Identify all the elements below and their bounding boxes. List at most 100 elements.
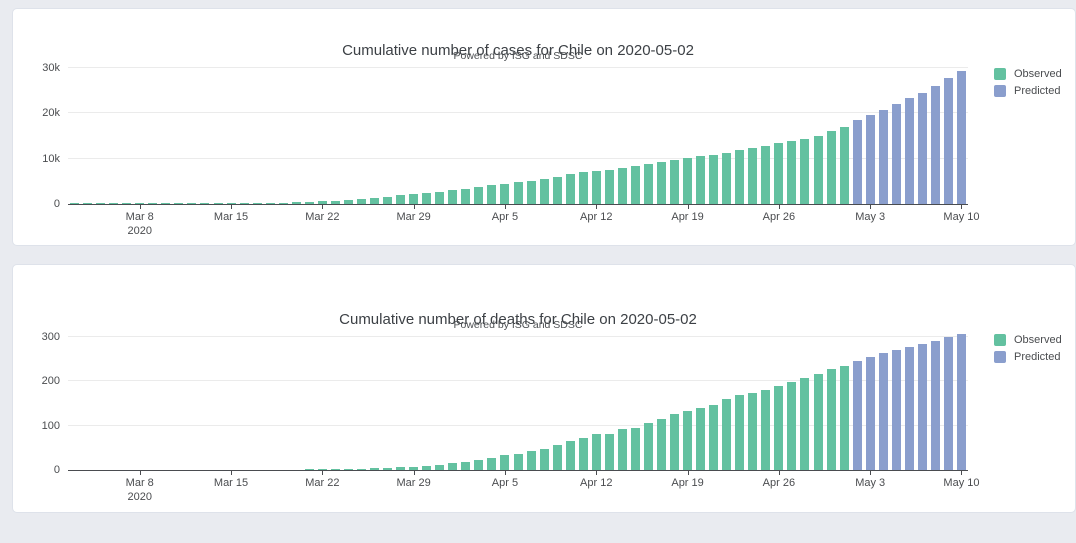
observed-bar[interactable] bbox=[422, 466, 432, 470]
observed-bar[interactable] bbox=[670, 414, 680, 470]
observed-bar[interactable] bbox=[748, 393, 758, 470]
observed-bar[interactable] bbox=[396, 195, 406, 204]
observed-bar[interactable] bbox=[787, 382, 797, 470]
observed-bar[interactable] bbox=[435, 192, 445, 204]
observed-bar[interactable] bbox=[800, 378, 810, 470]
observed-bar[interactable] bbox=[813, 374, 823, 470]
observed-bar[interactable] bbox=[839, 127, 849, 204]
observed-bar[interactable] bbox=[356, 199, 366, 204]
legend-item-observed[interactable]: Observed bbox=[994, 331, 1062, 348]
observed-bar[interactable] bbox=[383, 468, 393, 470]
observed-bar[interactable] bbox=[539, 179, 549, 204]
observed-bar[interactable] bbox=[709, 155, 719, 204]
observed-bar[interactable] bbox=[526, 181, 536, 204]
observed-bar[interactable] bbox=[539, 449, 549, 470]
legend-item-predicted[interactable]: Predicted bbox=[994, 348, 1062, 365]
observed-bar[interactable] bbox=[109, 203, 119, 204]
observed-bar[interactable] bbox=[578, 438, 588, 470]
observed-bar[interactable] bbox=[604, 170, 614, 204]
observed-bar[interactable] bbox=[487, 185, 497, 204]
observed-bar[interactable] bbox=[774, 386, 784, 470]
observed-bar[interactable] bbox=[696, 156, 706, 204]
observed-bar[interactable] bbox=[370, 198, 380, 204]
observed-bar[interactable] bbox=[761, 146, 771, 204]
predicted-bar[interactable] bbox=[852, 361, 862, 470]
observed-bar[interactable] bbox=[656, 162, 666, 204]
observed-bar[interactable] bbox=[709, 405, 719, 470]
observed-bar[interactable] bbox=[500, 184, 510, 204]
predicted-bar[interactable] bbox=[956, 71, 966, 204]
observed-bar[interactable] bbox=[604, 434, 614, 470]
predicted-bar[interactable] bbox=[852, 120, 862, 204]
observed-bar[interactable] bbox=[435, 465, 445, 470]
observed-bar[interactable] bbox=[761, 390, 771, 470]
observed-bar[interactable] bbox=[839, 366, 849, 470]
observed-bar[interactable] bbox=[487, 458, 497, 470]
observed-bar[interactable] bbox=[500, 455, 510, 470]
observed-bar[interactable] bbox=[291, 202, 301, 204]
predicted-bar[interactable] bbox=[865, 115, 875, 204]
observed-bar[interactable] bbox=[304, 202, 314, 204]
observed-bar[interactable] bbox=[343, 469, 353, 470]
observed-bar[interactable] bbox=[526, 451, 536, 470]
predicted-bar[interactable] bbox=[904, 98, 914, 204]
observed-bar[interactable] bbox=[461, 189, 471, 204]
observed-bar[interactable] bbox=[630, 166, 640, 204]
predicted-bar[interactable] bbox=[917, 344, 927, 470]
observed-bar[interactable] bbox=[774, 143, 784, 204]
predicted-bar[interactable] bbox=[917, 93, 927, 204]
predicted-bar[interactable] bbox=[891, 104, 901, 204]
observed-bar[interactable] bbox=[317, 469, 327, 470]
observed-bar[interactable] bbox=[565, 441, 575, 470]
observed-bar[interactable] bbox=[630, 428, 640, 470]
observed-bar[interactable] bbox=[670, 160, 680, 204]
predicted-bar[interactable] bbox=[865, 357, 875, 470]
observed-bar[interactable] bbox=[70, 203, 80, 204]
predicted-bar[interactable] bbox=[956, 334, 966, 470]
observed-bar[interactable] bbox=[800, 139, 810, 204]
observed-bar[interactable] bbox=[278, 203, 288, 204]
observed-bar[interactable] bbox=[187, 203, 197, 204]
observed-bar[interactable] bbox=[317, 201, 327, 204]
observed-bar[interactable] bbox=[409, 467, 419, 470]
observed-bar[interactable] bbox=[252, 203, 262, 204]
observed-bar[interactable] bbox=[735, 395, 745, 470]
observed-bar[interactable] bbox=[826, 131, 836, 204]
observed-bar[interactable] bbox=[174, 203, 184, 204]
predicted-bar[interactable] bbox=[904, 347, 914, 470]
observed-bar[interactable] bbox=[213, 203, 223, 204]
predicted-bar[interactable] bbox=[943, 78, 953, 204]
observed-bar[interactable] bbox=[787, 141, 797, 204]
observed-bar[interactable] bbox=[330, 469, 340, 470]
predicted-bar[interactable] bbox=[930, 341, 940, 470]
observed-bar[interactable] bbox=[370, 468, 380, 470]
legend-item-observed[interactable]: Observed bbox=[994, 65, 1062, 82]
observed-bar[interactable] bbox=[135, 203, 145, 204]
predicted-bar[interactable] bbox=[943, 337, 953, 470]
observed-bar[interactable] bbox=[735, 150, 745, 204]
observed-bar[interactable] bbox=[826, 369, 836, 470]
observed-bar[interactable] bbox=[656, 419, 666, 470]
observed-bar[interactable] bbox=[617, 168, 627, 204]
observed-bar[interactable] bbox=[239, 203, 249, 204]
observed-bar[interactable] bbox=[356, 469, 366, 470]
observed-bar[interactable] bbox=[122, 203, 132, 204]
observed-bar[interactable] bbox=[96, 203, 106, 204]
deaths-plot-area[interactable]: 0 100 200 300 Mar 8 2020 Mar 15 Mar 22 Mar 29 Apr… bbox=[42, 328, 980, 503]
observed-bar[interactable] bbox=[552, 445, 562, 470]
observed-bar[interactable] bbox=[513, 454, 523, 470]
observed-bar[interactable] bbox=[148, 203, 158, 204]
observed-bar[interactable] bbox=[578, 172, 588, 204]
observed-bar[interactable] bbox=[161, 203, 171, 204]
observed-bar[interactable] bbox=[226, 203, 236, 204]
legend-item-predicted[interactable]: Predicted bbox=[994, 82, 1062, 99]
observed-bar[interactable] bbox=[396, 467, 406, 470]
observed-bar[interactable] bbox=[513, 182, 523, 204]
observed-bar[interactable] bbox=[461, 462, 471, 470]
observed-bar[interactable] bbox=[383, 197, 393, 204]
observed-bar[interactable] bbox=[343, 200, 353, 204]
observed-bar[interactable] bbox=[565, 174, 575, 204]
predicted-bar[interactable] bbox=[878, 353, 888, 470]
observed-bar[interactable] bbox=[683, 411, 693, 470]
cases-plot-area[interactable]: 0 10k 20k 30k Mar 8 2020 Mar 15 Mar 22 Mar 29 Apr… bbox=[42, 62, 979, 237]
